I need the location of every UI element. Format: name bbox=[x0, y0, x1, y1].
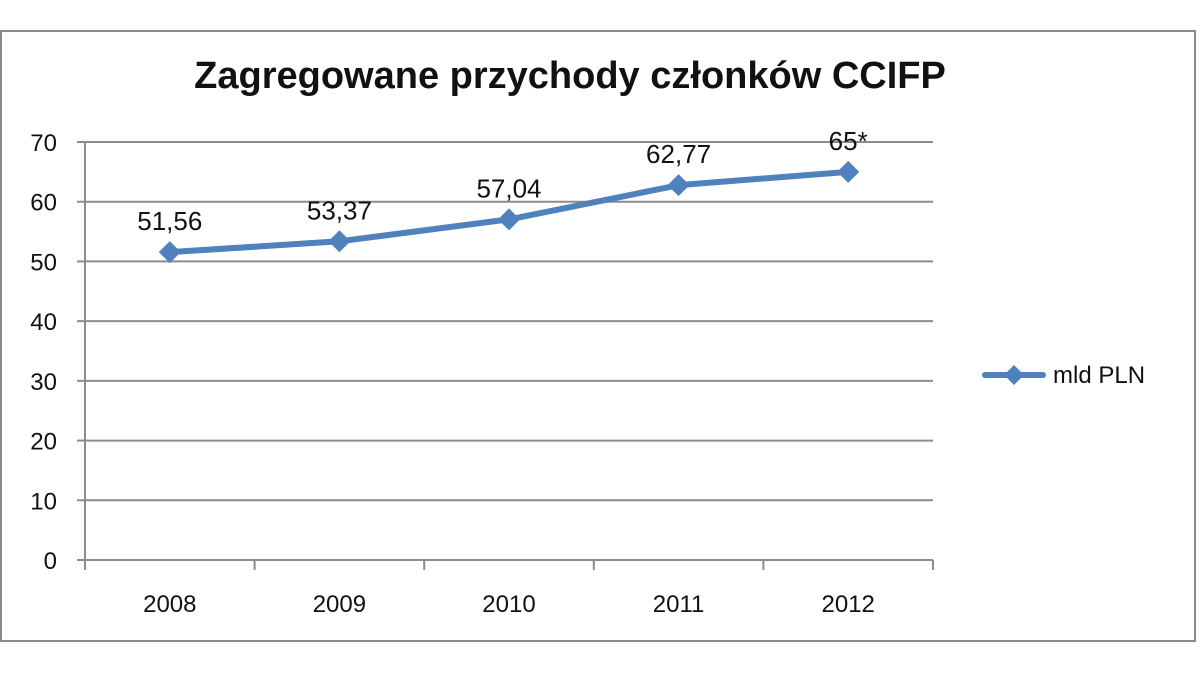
y-tick-label: 30 bbox=[30, 369, 57, 396]
x-tick-label: 2012 bbox=[822, 591, 875, 618]
x-tick-label: 2010 bbox=[482, 591, 535, 618]
x-axis-tick-labels: 2008 2009 2010 2011 2012 bbox=[143, 591, 875, 618]
data-point-marker bbox=[158, 241, 181, 264]
data-point-marker bbox=[498, 208, 520, 231]
series-group bbox=[158, 160, 860, 264]
data-labels: 51,56 53,37 57,04 62,77 65* bbox=[137, 126, 867, 236]
data-label: 51,56 bbox=[137, 206, 202, 236]
y-tick-label: 70 bbox=[30, 130, 57, 157]
legend-marker bbox=[1004, 365, 1024, 385]
y-axis-tick-labels: 0 10 20 30 40 50 60 70 bbox=[30, 130, 57, 575]
gridlines bbox=[85, 141, 933, 502]
y-tick-label: 60 bbox=[30, 190, 57, 217]
data-point-marker bbox=[667, 174, 690, 197]
x-tick-label: 2011 bbox=[653, 591, 705, 618]
x-tick-label: 2008 bbox=[143, 591, 196, 618]
x-tick-label: 2009 bbox=[313, 591, 366, 618]
legend-label: mld PLN bbox=[1053, 362, 1145, 389]
axes bbox=[77, 141, 934, 570]
y-tick-label: 20 bbox=[30, 429, 57, 456]
data-label: 57,04 bbox=[476, 173, 541, 203]
data-label: 53,37 bbox=[307, 195, 372, 225]
chart-title: Zagregowane przychody członków CCIFP bbox=[194, 55, 946, 97]
y-tick-label: 40 bbox=[30, 309, 57, 336]
legend: mld PLN bbox=[982, 362, 1145, 389]
data-label: 65* bbox=[829, 126, 868, 156]
y-tick-label: 0 bbox=[44, 548, 57, 575]
data-point-marker bbox=[837, 160, 860, 183]
chart-frame bbox=[0, 30, 1196, 642]
data-point-marker bbox=[328, 230, 351, 253]
y-tick-label: 10 bbox=[30, 488, 57, 515]
data-label: 62,77 bbox=[646, 139, 711, 169]
y-tick-label: 50 bbox=[30, 249, 57, 276]
